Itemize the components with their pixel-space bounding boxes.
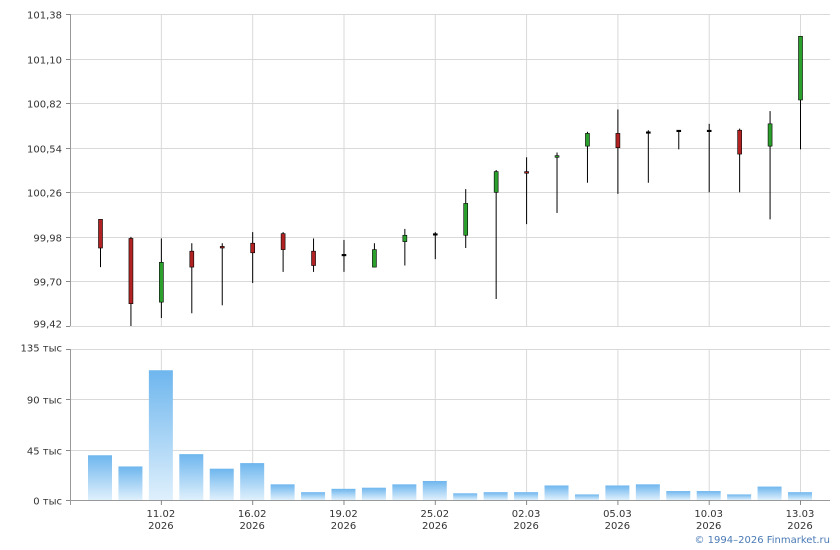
price-panel: 99,42 99,70 99,98 100,26 100,54 100,82 101,10 1… (27, 11, 830, 331)
volume-bar (514, 492, 539, 500)
price-y-tick-label: 99,42 (33, 320, 62, 331)
candle-body (585, 133, 590, 147)
copyright-link[interactable]: © 1994–2026 Finmarket.ru (694, 535, 830, 546)
volume-bar (88, 455, 112, 500)
volume-bar (727, 494, 752, 500)
x-tick-label-year: 2026 (696, 521, 721, 532)
volume-bar (635, 484, 660, 500)
candle-body (280, 233, 286, 250)
volume-bar (605, 485, 630, 500)
volume-bar (483, 492, 508, 500)
price-y-tick-label: 100,26 (27, 189, 62, 200)
candle-body (737, 129, 742, 155)
price-y-tick-label: 100,54 (27, 145, 62, 156)
volume-bar (392, 484, 417, 500)
x-tick-label-date: 13.03 (786, 509, 815, 520)
x-tick-label-year: 2026 (331, 521, 356, 532)
volume-y-tick-label: 135 тыс (21, 344, 62, 355)
volume-y-tick-label: 90 тыс (27, 396, 62, 407)
volume-bar (696, 491, 721, 500)
volume-y-tick-label: 0 тыс (33, 497, 62, 508)
candle-body (311, 250, 316, 266)
volume-bar (331, 488, 356, 500)
volume-bar (453, 493, 478, 500)
candle-body (250, 242, 255, 254)
x-tick-label-year: 2026 (605, 521, 630, 532)
volume-bar (179, 454, 204, 500)
x-tick-label-year: 2026 (422, 521, 447, 532)
volume-bar (574, 494, 599, 500)
volume-bar (209, 468, 234, 500)
candle-body (524, 171, 529, 174)
volume-y-tick-label: 45 тыс (27, 447, 62, 458)
x-tick-label-date: 05.03 (603, 509, 632, 520)
candle-body (463, 203, 469, 236)
volume-bar (361, 487, 386, 500)
volume-bar (757, 486, 782, 500)
candle-body (646, 131, 651, 134)
x-tick-label-date: 19.02 (329, 509, 358, 520)
candle-body (432, 233, 438, 236)
x-tick-label-year: 2026 (787, 521, 812, 532)
price-y-tick-label: 99,70 (33, 278, 62, 289)
volume-bar (118, 466, 143, 500)
candle-body (767, 123, 773, 147)
candle-body (402, 234, 408, 242)
volume-bar (788, 492, 813, 500)
candle-body (676, 129, 682, 133)
candle-body (615, 133, 621, 149)
volume-bar (666, 491, 691, 500)
x-tick-label-year: 2026 (148, 521, 173, 532)
candle-body (706, 129, 712, 133)
candle-body (341, 254, 347, 257)
candle-body (372, 249, 377, 268)
volume-bar (544, 485, 569, 500)
x-tick-label-date: 02.03 (512, 509, 541, 520)
volume-bar (240, 463, 265, 500)
volume-bar (270, 484, 295, 500)
candle-body (493, 171, 499, 193)
candle-body (128, 238, 134, 305)
volume-bar (422, 480, 447, 500)
x-tick-label-date: 11.02 (147, 509, 176, 520)
x-tick-label-year: 2026 (513, 521, 538, 532)
candle-body (554, 155, 560, 158)
volume-bar (148, 370, 173, 500)
x-tick-label-date: 10.03 (694, 509, 723, 520)
x-tick-label-date: 25.02 (420, 509, 449, 520)
x-axis: 11.02202616.02202619.02202625.02202602.0… (147, 500, 815, 532)
volume-bar (301, 492, 326, 500)
volume-panel: 0 тыс 45 тыс 90 тыс 135 тыс (21, 344, 830, 508)
price-y-tick-label: 100,82 (27, 100, 62, 111)
price-y-tick-label: 101,38 (27, 11, 62, 22)
x-tick-label-year: 2026 (239, 521, 264, 532)
x-tick-label-date: 16.02 (238, 509, 267, 520)
candle-body (798, 35, 803, 101)
candle-body (219, 246, 225, 249)
candle-body (98, 219, 103, 249)
price-y-tick-label: 99,98 (33, 234, 62, 245)
candle-body (189, 250, 195, 268)
price-y-tick-label: 101,10 (27, 56, 62, 67)
candle-body (159, 262, 164, 303)
